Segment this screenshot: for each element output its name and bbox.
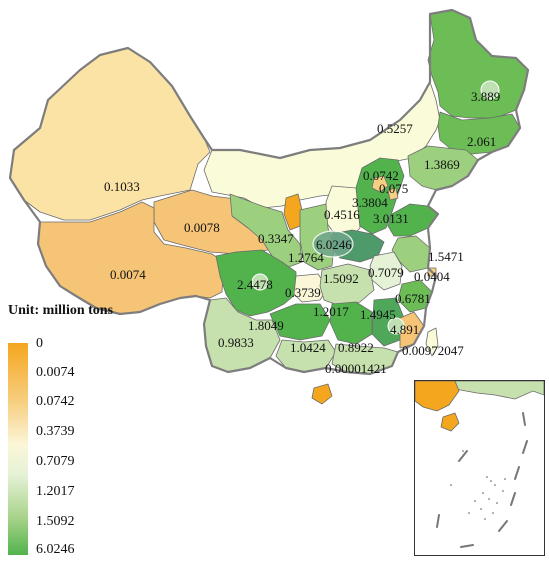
label-inner-mongolia: 0.5257 — [377, 121, 413, 136]
legend-label-7: 6.0246 — [36, 542, 75, 557]
region-hunan — [329, 301, 373, 345]
highlight-circle-sichuan — [251, 273, 269, 291]
label-fujian: 0.00972047 — [402, 343, 464, 358]
label-jilin: 2.061 — [467, 134, 496, 149]
region-gansu — [229, 193, 303, 269]
label-hunan: 1.4945 — [360, 307, 396, 322]
label-heilongjiang: 3.889 — [471, 89, 500, 104]
national-border — [8, 8, 530, 376]
label-hainan: 0.00001421 — [325, 361, 387, 376]
highlight-circle-heilongjiang — [480, 80, 500, 100]
south-china-sea-inset — [414, 380, 545, 556]
label-beijing: 0.0742 — [363, 168, 399, 183]
legend-label-6: 1.5092 — [36, 514, 75, 529]
label-sichuan: 2.4478 — [237, 277, 273, 292]
label-hubei: 1.2017 — [313, 304, 349, 319]
label-jiangxi: 4.891 — [390, 322, 419, 337]
label-anhui: 0.7079 — [368, 265, 404, 280]
label-tianjin: 0.075 — [379, 181, 408, 196]
label-shandong: 3.0131 — [373, 211, 409, 226]
label-yunnan: 0.9833 — [218, 335, 254, 350]
legend-color-bar — [8, 343, 28, 555]
legend-label-3: 0.3739 — [36, 424, 75, 439]
inset-hainan — [440, 412, 460, 432]
province-shapes — [9, 9, 529, 405]
inset-islands — [450, 450, 506, 520]
highlight-circle-jiangxi — [387, 317, 405, 335]
label-guangdong: 0.8922 — [338, 340, 374, 355]
region-hubei — [319, 263, 375, 307]
label-liaoning: 1.3869 — [424, 157, 460, 172]
label-gansu: 1.2764 — [288, 250, 324, 265]
label-chongqing: 0.3739 — [285, 285, 321, 300]
region-taiwan — [425, 327, 439, 357]
region-beijing — [371, 175, 389, 193]
label-ningxia: 0.3347 — [258, 231, 294, 246]
highlight-circle-henan — [312, 230, 354, 258]
legend-label-1: 0.0074 — [36, 365, 75, 380]
label-shanghai: 0.0404 — [414, 269, 450, 284]
region-hainan — [311, 383, 333, 405]
label-qinghai: 0.0078 — [184, 220, 220, 235]
legend-label-2: 0.0742 — [36, 394, 75, 409]
label-guangxi: 1.0424 — [290, 340, 326, 355]
label-hebei: 3.3804 — [352, 195, 388, 210]
inset-map — [415, 381, 544, 548]
region-ningxia — [283, 193, 303, 231]
label-shaanxi: 1.5092 — [323, 271, 359, 286]
label-xinjiang: 0.1033 — [104, 179, 140, 194]
legend-unit-title: Unit: million tons — [8, 303, 114, 318]
region-tianjin — [387, 187, 399, 201]
label-henan: 6.0246 — [316, 237, 352, 252]
inset-nine-dash-line — [436, 412, 528, 548]
legend-label-5: 1.2017 — [36, 484, 75, 499]
inset-guangdong-orange — [415, 381, 460, 412]
legend-label-0: 0 — [36, 336, 43, 351]
legend-label-4: 0.7079 — [36, 454, 75, 469]
label-zhejiang: 0.6781 — [395, 291, 431, 306]
label-jiangsu: 1.5471 — [428, 249, 464, 264]
region-guizhou — [269, 303, 331, 341]
region-chongqing — [293, 273, 329, 303]
label-guizhou: 1.8049 — [248, 318, 284, 333]
label-shanxi: 0.4516 — [324, 207, 360, 222]
region-anhui — [369, 251, 403, 291]
value-labels: 0.1033 0.0078 0.0074 3.889 2.061 1.3869 … — [104, 89, 500, 376]
label-tibet: 0.0074 — [110, 267, 146, 282]
